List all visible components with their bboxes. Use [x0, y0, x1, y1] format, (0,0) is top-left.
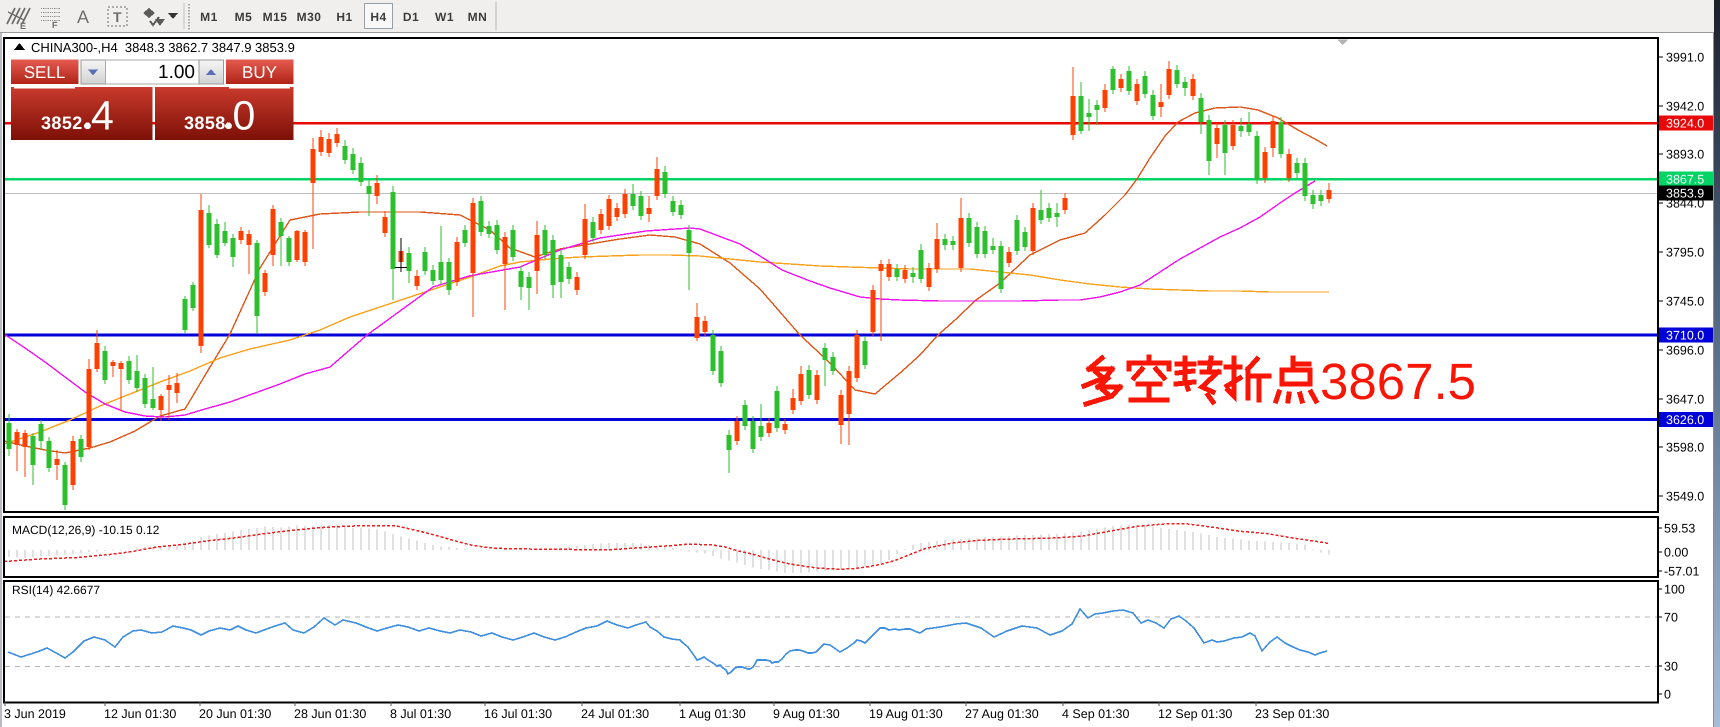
svg-text:MN: MN: [468, 10, 488, 24]
svg-text:-57.01: -57.01: [1664, 565, 1699, 579]
svg-text:A: A: [77, 7, 89, 27]
svg-text:3852: 3852: [41, 113, 83, 133]
svg-text:3991.0: 3991.0: [1666, 51, 1704, 65]
svg-text:4: 4: [91, 93, 114, 139]
svg-text:3924.0: 3924.0: [1666, 117, 1704, 131]
svg-text:3853.9: 3853.9: [1666, 187, 1704, 201]
svg-text:9 Aug 01:30: 9 Aug 01:30: [773, 707, 840, 721]
svg-text:3795.0: 3795.0: [1666, 246, 1704, 260]
svg-text:12 Jun 01:30: 12 Jun 01:30: [104, 707, 176, 721]
svg-text:SELL: SELL: [24, 63, 66, 82]
svg-text:3858: 3858: [184, 113, 226, 133]
svg-text:3942.0: 3942.0: [1666, 100, 1704, 114]
svg-text:T: T: [113, 9, 122, 25]
svg-text:M1: M1: [200, 10, 218, 24]
svg-text:1.00: 1.00: [158, 62, 195, 83]
svg-text:1 Aug 01:30: 1 Aug 01:30: [679, 707, 746, 721]
svg-text:3696.0: 3696.0: [1666, 344, 1704, 358]
svg-text:23 Sep 01:30: 23 Sep 01:30: [1255, 707, 1329, 721]
svg-text:0: 0: [233, 93, 256, 139]
svg-text:3893.0: 3893.0: [1666, 148, 1704, 162]
svg-text:30: 30: [1664, 660, 1678, 674]
svg-text:D1: D1: [403, 10, 419, 24]
svg-text:100: 100: [1664, 583, 1685, 597]
svg-text:3710.0: 3710.0: [1666, 329, 1704, 343]
svg-text:4 Sep 01:30: 4 Sep 01:30: [1062, 707, 1129, 721]
svg-text:M5: M5: [235, 10, 253, 24]
svg-text:0.00: 0.00: [1664, 546, 1688, 560]
svg-text:3598.0: 3598.0: [1666, 441, 1704, 455]
svg-text:12 Sep 01:30: 12 Sep 01:30: [1158, 707, 1232, 721]
svg-text:0: 0: [1664, 688, 1671, 702]
svg-text:3626.0: 3626.0: [1666, 413, 1704, 427]
svg-text:3867.5: 3867.5: [1666, 173, 1704, 187]
svg-text:3647.0: 3647.0: [1666, 393, 1704, 407]
svg-text:E: E: [20, 21, 26, 31]
svg-text:F: F: [52, 20, 58, 30]
svg-text:3549.0: 3549.0: [1666, 490, 1704, 504]
svg-text:BUY: BUY: [242, 63, 277, 82]
svg-text:8 Jul 01:30: 8 Jul 01:30: [390, 707, 451, 721]
svg-text:H1: H1: [336, 10, 352, 24]
svg-text:RSI(14) 42.6677: RSI(14) 42.6677: [12, 583, 100, 597]
svg-text:24 Jul 01:30: 24 Jul 01:30: [581, 707, 649, 721]
svg-text:W1: W1: [435, 10, 454, 24]
svg-text:70: 70: [1664, 611, 1678, 625]
svg-text:16 Jul 01:30: 16 Jul 01:30: [484, 707, 552, 721]
svg-text:19 Aug 01:30: 19 Aug 01:30: [869, 707, 943, 721]
svg-text:M15: M15: [263, 10, 288, 24]
svg-text:M30: M30: [297, 10, 322, 24]
svg-text:H4: H4: [370, 10, 386, 24]
svg-text:27 Aug 01:30: 27 Aug 01:30: [965, 707, 1039, 721]
svg-text:20 Jun 01:30: 20 Jun 01:30: [199, 707, 271, 721]
svg-text:3745.0: 3745.0: [1666, 295, 1704, 309]
svg-text:59.53: 59.53: [1664, 522, 1695, 536]
svg-text:CHINA300-,H4 3848.3 3862.7 38: CHINA300-,H4 3848.3 3862.7 3847.9 3853.9: [31, 40, 295, 55]
svg-text:28 Jun 01:30: 28 Jun 01:30: [294, 707, 366, 721]
svg-text:3 Jun 2019: 3 Jun 2019: [4, 707, 66, 721]
svg-text:3867.5: 3867.5: [1320, 353, 1476, 410]
svg-text:MACD(12,26,9) -10.15 0.12: MACD(12,26,9) -10.15 0.12: [12, 523, 160, 537]
